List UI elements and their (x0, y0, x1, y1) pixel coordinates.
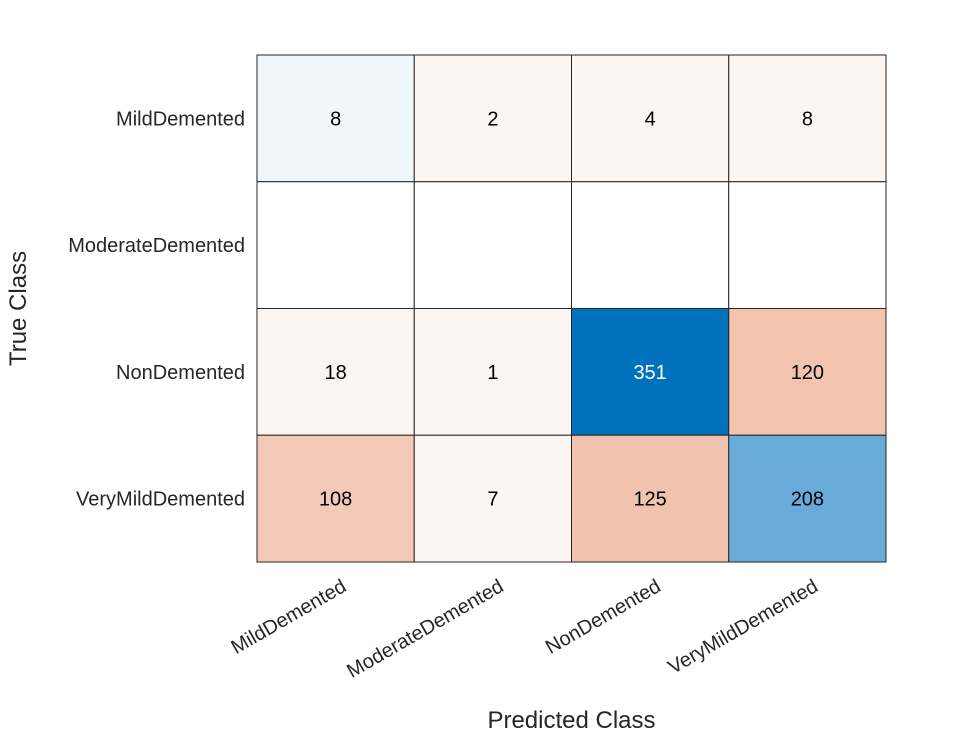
cell-value-r0-c0: 8 (330, 108, 341, 130)
cell-r3-c3 (728, 434, 887, 563)
cell-r0-c1 (413, 54, 572, 183)
cell-value-r2-c3: 120 (791, 362, 824, 384)
y-axis-label: True Class (5, 251, 32, 366)
cell-value-r2-c2: 351 (633, 362, 666, 384)
cell-value-r0-c2: 4 (645, 108, 656, 130)
matrix-cells (256, 54, 887, 563)
cell-r2-c3 (728, 308, 887, 436)
cell-value-r2-c0: 18 (325, 362, 347, 384)
x-tick-label-2: NonDemented (542, 575, 665, 659)
cell-r1-c2 (571, 181, 730, 309)
matrix-frame (256, 54, 887, 563)
cell-value-r0-c3: 8 (802, 108, 813, 130)
cell-value-r3-c1: 7 (487, 489, 498, 511)
cell-r1-c3 (728, 181, 887, 309)
cell-value-r3-c2: 125 (633, 489, 666, 511)
y-tick-label-1: ModerateDemented (68, 235, 245, 257)
cell-r0-c0 (256, 54, 415, 183)
x-tick-label-0: MildDemented (227, 575, 350, 659)
x-axis-label: Predicted Class (487, 707, 655, 734)
cell-r1-c1 (413, 181, 572, 309)
cell-r0-c3 (728, 54, 887, 183)
cell-value-r0-c1: 2 (487, 108, 498, 130)
cell-value-r3-c0: 108 (319, 489, 352, 511)
x-tick-label-3: VeryMildDemented (665, 575, 822, 679)
cell-r2-c1 (413, 308, 572, 436)
cell-value-labels: 8 2 4 8 18 1 351 120 108 7 125 208 (319, 108, 824, 510)
y-tick-label-3: VeryMildDemented (76, 489, 245, 511)
cell-r3-c1 (413, 434, 572, 563)
x-tick-label-1: ModerateDemented (343, 575, 507, 682)
y-tick-label-2: NonDemented (116, 362, 245, 384)
y-tick-label-0: MildDemented (116, 108, 245, 130)
cell-r2-c0 (256, 308, 415, 436)
cell-value-r2-c1: 1 (487, 362, 498, 384)
cell-r1-c0 (256, 181, 415, 309)
cell-value-r3-c3: 208 (791, 489, 824, 511)
